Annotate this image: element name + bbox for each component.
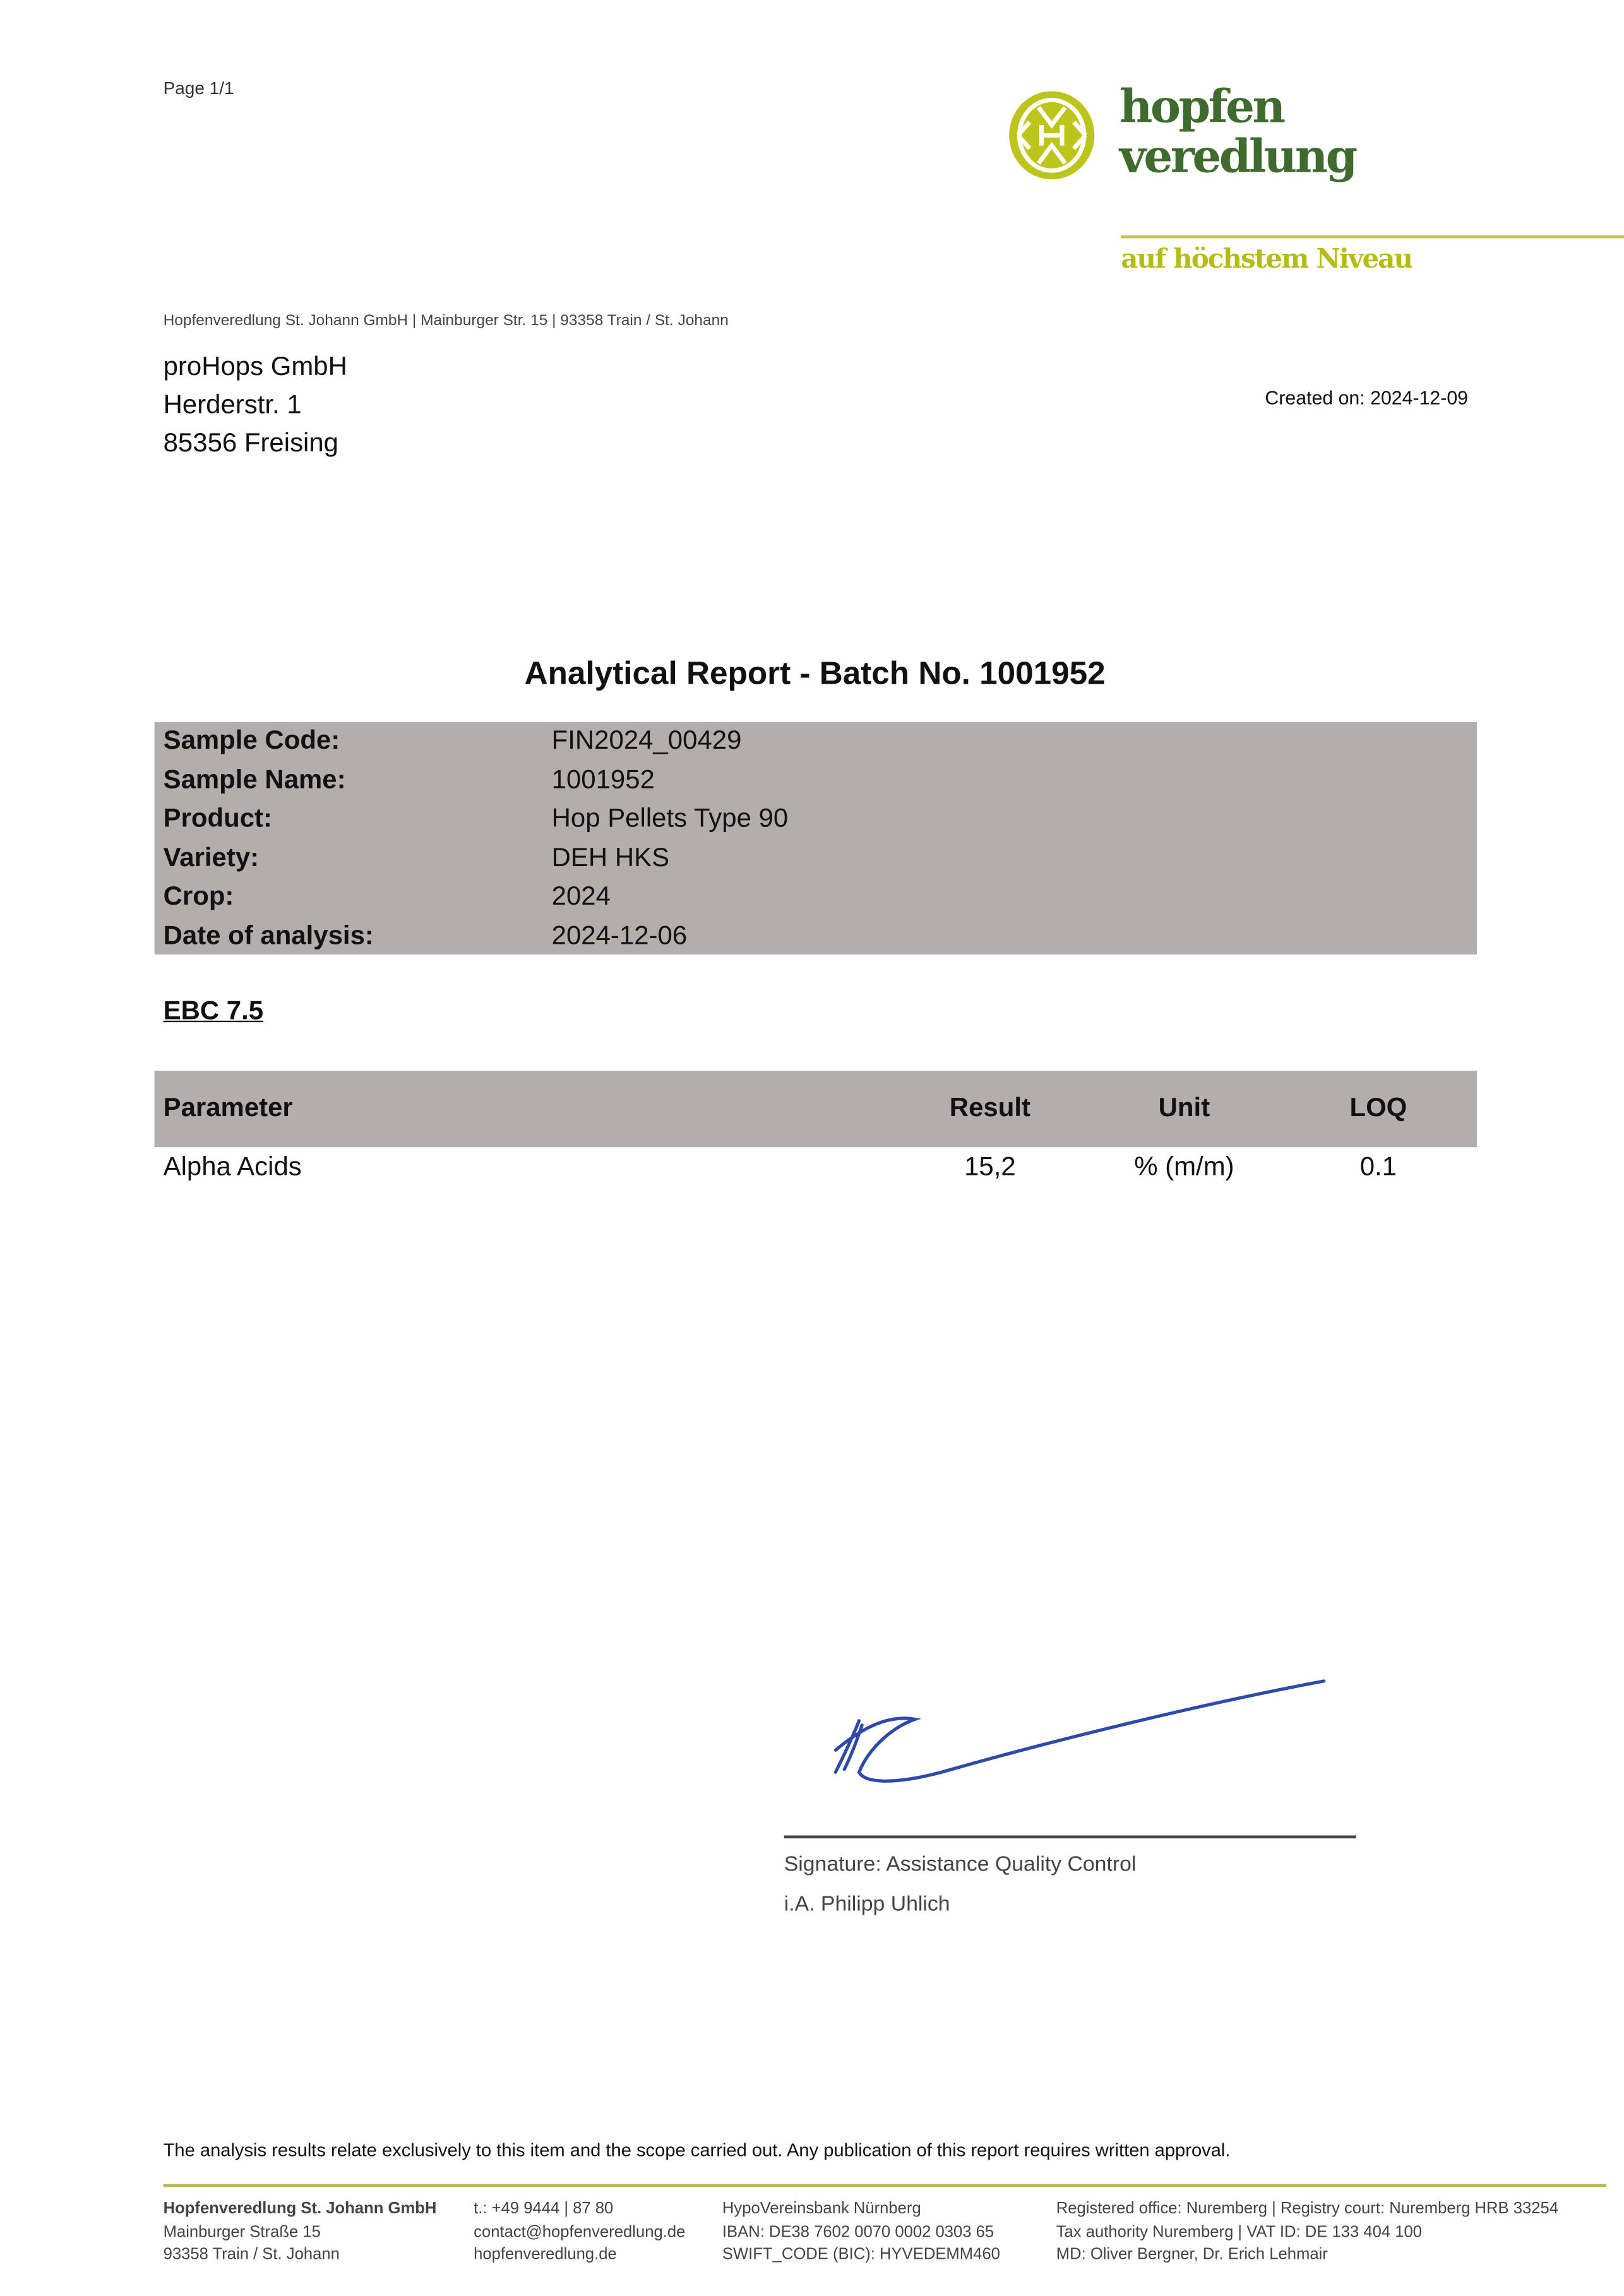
footer-bank: HypoVereinsbank Nürnberg IBAN: DE38 7602… (722, 2199, 1000, 2267)
signature-line (784, 1835, 1356, 1838)
footer-tax: Tax authority Nuremberg | VAT ID: DE 133… (1056, 2223, 1423, 2241)
info-value: Hop Pellets Type 90 (551, 803, 789, 833)
signatory-name: i.A. Philipp Uhlich (784, 1893, 950, 1917)
footer-bank-name: HypoVereinsbank Nürnberg (722, 2200, 921, 2218)
info-value: DEH HKS (551, 842, 670, 872)
footer-city: 93358 Train / St. Johann (163, 2245, 340, 2264)
footer-street: Mainburger Straße 15 (163, 2223, 321, 2241)
header-loq: LOQ (1349, 1092, 1407, 1122)
recipient-company: proHops GmbH (163, 351, 347, 381)
cell-result: 15,2 (964, 1151, 1016, 1181)
info-label: Date of analysis: (163, 920, 374, 949)
method-heading: EBC 7.5 (163, 996, 264, 1025)
page-number: Page 1/1 (163, 78, 234, 99)
hop-emblem-icon (1009, 91, 1095, 180)
footer-divider (163, 2184, 1607, 2187)
cell-unit: % (m/m) (1134, 1151, 1234, 1181)
info-value: FIN2024_00429 (551, 725, 742, 755)
footer-swift: SWIFT_CODE (BIC): HYVEDEMM460 (722, 2245, 1000, 2264)
footer-legal: Registered office: Nuremberg | Registry … (1056, 2199, 1558, 2267)
footer-directors: MD: Oliver Bergner, Dr. Erich Lehmair (1056, 2245, 1328, 2264)
report-title: Analytical Report - Batch No. 1001952 (524, 654, 1106, 691)
info-value: 1001952 (551, 764, 655, 794)
recipient-street: Herderstr. 1 (163, 390, 302, 419)
info-label: Sample Name: (163, 764, 346, 794)
handwritten-signature (833, 1679, 1326, 1783)
footer-email-link[interactable]: contact@hopfenveredlung.de (474, 2223, 686, 2241)
info-label: Product: (163, 803, 272, 833)
header-parameter: Parameter (163, 1092, 293, 1122)
footer-company-name: Hopfenveredlung St. Johann GmbH (163, 2200, 437, 2218)
cell-loq: 0.1 (1359, 1151, 1397, 1181)
header-unit: Unit (1158, 1092, 1210, 1122)
disclaimer: The analysis results relate exclusively … (163, 2139, 1231, 2161)
info-label: Variety: (163, 842, 260, 872)
header-result: Result (949, 1092, 1030, 1122)
footer-iban: IBAN: DE38 7602 0070 0002 0303 65 (722, 2223, 994, 2241)
info-label: Crop: (163, 881, 234, 911)
sample-info-box: Sample Code: FIN2024_00429 Sample Name: 10… (154, 722, 1478, 955)
logo-text-line2: veredlung (1119, 131, 1358, 184)
footer-contact: t.: +49 9444 | 87 80 contact@hopfenvered… (474, 2199, 685, 2267)
results-table-header: Parameter Result Unit LOQ (154, 1071, 1478, 1148)
signature-role: Signature: Assistance Quality Control (784, 1853, 1137, 1877)
logo-text-line1: hopfen (1119, 81, 1286, 134)
info-value: 2024 (551, 881, 611, 911)
cell-parameter: Alpha Acids (163, 1151, 302, 1181)
footer-website-link[interactable]: hopfenveredlung.de (474, 2245, 617, 2264)
sender-line: Hopfenveredlung St. Johann GmbH | Mainbu… (163, 311, 729, 330)
footer-phone: t.: +49 9444 | 87 80 (474, 2200, 614, 2218)
info-value: 2024-12-06 (551, 920, 688, 949)
tagline-divider (1121, 235, 1624, 238)
recipient-city: 85356 Freising (163, 427, 339, 458)
tagline: auf höchstem Niveau (1121, 244, 1413, 275)
footer-registry: Registered office: Nuremberg | Registry … (1056, 2200, 1559, 2218)
created-on: Created on: 2024-12-09 (1265, 386, 1469, 409)
footer-company: Hopfenveredlung St. Johann GmbH Mainburg… (164, 2199, 437, 2267)
info-label: Sample Code: (163, 725, 340, 755)
table-row: Alpha Acids 15,2 % (m/m) 0.1 (155, 1151, 1477, 1187)
